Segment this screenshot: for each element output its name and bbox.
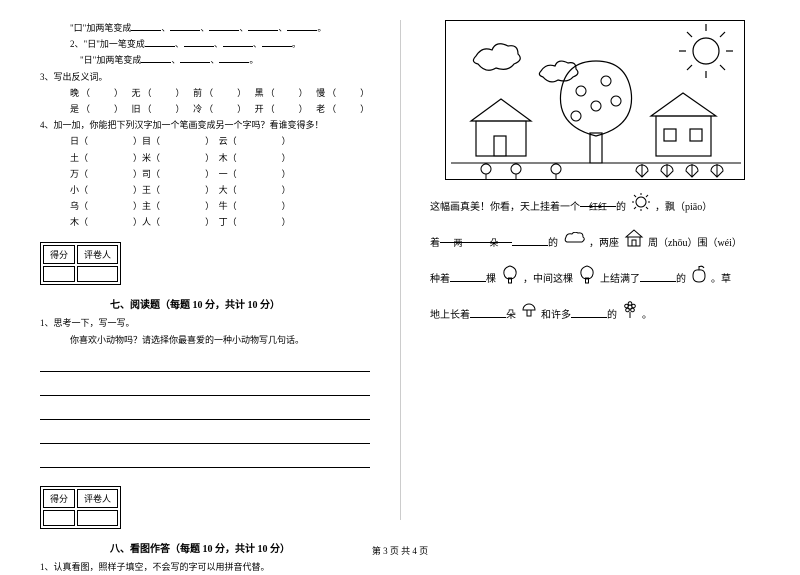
question-ri-add2: "日"加两笔变成、、。 xyxy=(40,52,370,68)
answer-line[interactable] xyxy=(40,402,370,420)
flower-icon xyxy=(622,301,638,330)
fill-line-1: 这幅画真美！你看，天上挂着一个红红的 ，飘（piāo） xyxy=(430,192,760,223)
answer-line[interactable] xyxy=(40,378,370,396)
cloud-icon xyxy=(563,231,585,257)
question-kou-add2: "口"加两笔变成、、、、。 xyxy=(40,20,370,36)
blank-input[interactable] xyxy=(571,307,607,318)
question-4-title: 4、加一加，你能把下列汉字加一个笔画变成另一个字吗？看谁变得多！ xyxy=(40,117,370,133)
tree-icon xyxy=(578,264,596,295)
right-column: 这幅画真美！你看，天上挂着一个红红的 ，飘（piāo） 着两朵的 ，两座 周（z… xyxy=(400,0,800,540)
left-column: "口"加两笔变成、、、、。 2、"日"加一笔变成、、、。 "日"加两笔变成、、。… xyxy=(0,0,400,540)
blank-input[interactable] xyxy=(640,271,676,282)
question-ri-add1: 2、"日"加一笔变成、、、。 xyxy=(40,36,370,52)
fill-line-3: 种着棵 ，中间这棵 上结满了的 。草 xyxy=(430,264,760,295)
example-filled: 红红 xyxy=(580,196,616,207)
question-3-title: 3、写出反义词。 xyxy=(40,69,370,85)
answer-line[interactable] xyxy=(40,450,370,468)
char-table: 日（ ）目（ ） 云（ ） 土（ ）米（ ） 木（ ） 万（ ）司（ ） 一（ … xyxy=(40,133,370,230)
sun-icon xyxy=(631,192,651,223)
answer-line[interactable] xyxy=(40,354,370,372)
q7-1: 1、思考一下，写一写。 xyxy=(40,315,370,331)
tree-icon xyxy=(501,264,519,295)
section-7-title: 七、阅读题（每题 10 分，共计 10 分） xyxy=(40,296,370,311)
score-box-7: 得分评卷人 xyxy=(40,242,121,285)
antonym-row-2: 是（ ） 旧（ ） 冷（ ） 开（ ） 老（ ） xyxy=(40,101,370,117)
blank-input[interactable] xyxy=(450,271,486,282)
blank-input[interactable] xyxy=(470,307,506,318)
house-icon xyxy=(624,229,644,258)
q7-1-sub: 你喜欢小动物吗？请选择你最喜爱的一种小动物写几句话。 xyxy=(40,332,370,348)
fill-line-2: 着两朵的 ，两座 周（zhōu）围（wéi） xyxy=(430,229,760,258)
answer-line[interactable] xyxy=(40,426,370,444)
apple-icon xyxy=(691,265,707,294)
illustration-box xyxy=(445,20,745,180)
fill-line-4: 地上长着朵 和许多的 。 xyxy=(430,301,760,330)
q8-1: 1、认真看图，照样子填空，不会写的字可以用拼音代替。 xyxy=(40,559,370,575)
page-footer: 第 3 页 共 4 页 xyxy=(0,544,800,557)
score-box-8: 得分评卷人 xyxy=(40,486,121,529)
blank-input[interactable] xyxy=(512,235,548,246)
mushroom-icon xyxy=(521,302,537,329)
scene-illustration-icon xyxy=(446,21,746,181)
antonym-row-1: 晚（ ） 无（ ） 前（ ） 黑（ ） 慢（ ） xyxy=(40,85,370,101)
